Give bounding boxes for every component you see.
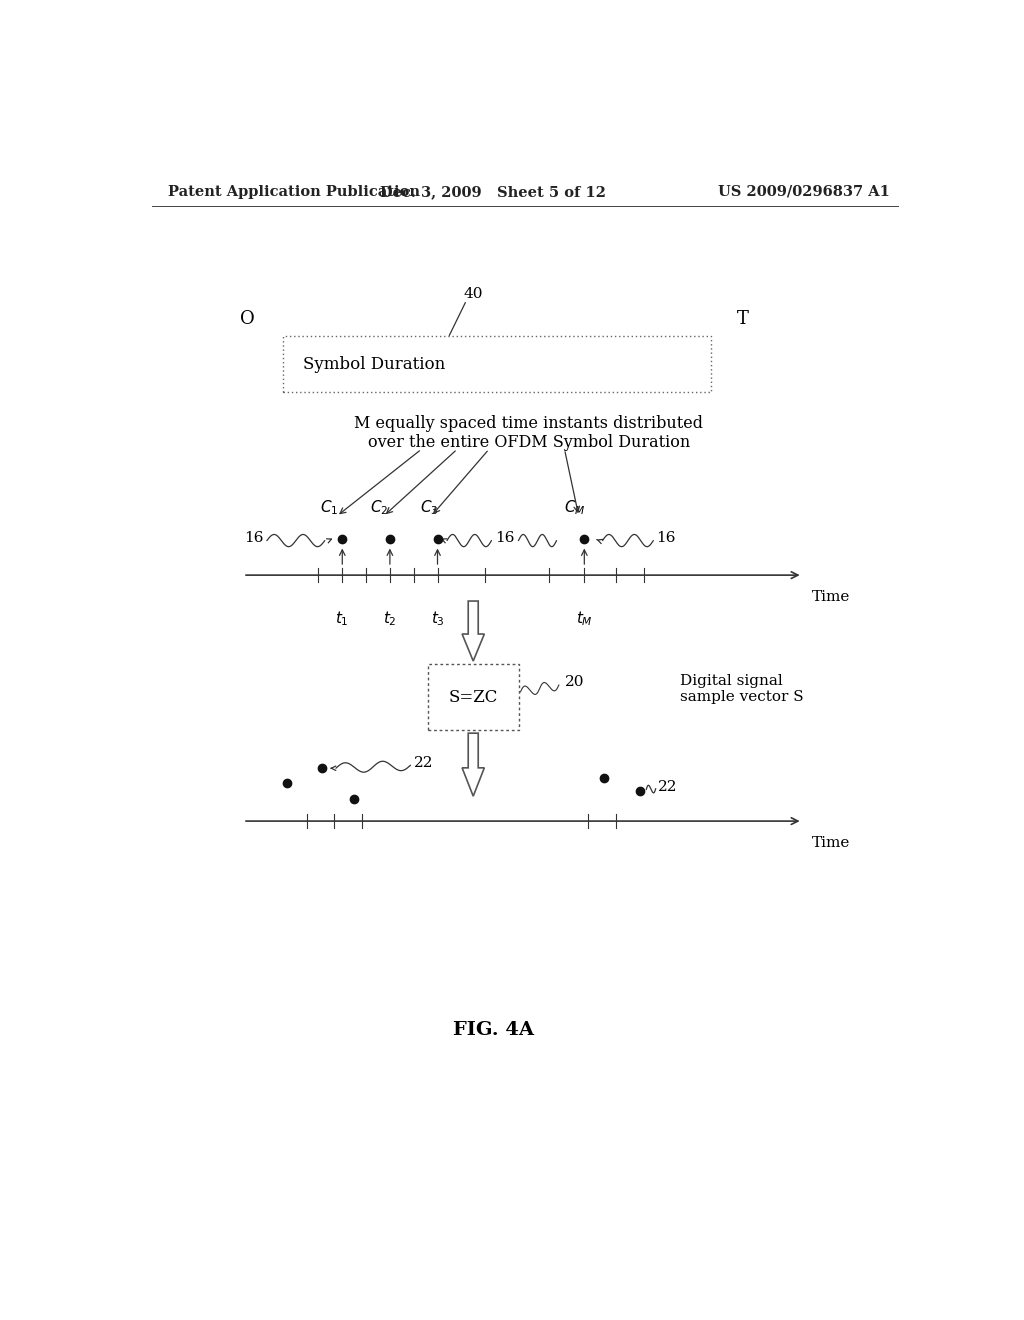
Text: $C_3$: $C_3$ [420, 499, 438, 517]
Text: 16: 16 [496, 531, 515, 545]
Text: Patent Application Publication: Patent Application Publication [168, 185, 420, 199]
Polygon shape [462, 601, 484, 661]
Text: $t_1$: $t_1$ [336, 610, 349, 628]
FancyBboxPatch shape [283, 337, 712, 392]
Text: T: T [737, 310, 749, 329]
Text: $C_1$: $C_1$ [321, 499, 339, 517]
Text: $t_2$: $t_2$ [383, 610, 396, 628]
Text: Time: Time [812, 837, 851, 850]
Text: O: O [240, 310, 254, 329]
FancyBboxPatch shape [428, 664, 519, 730]
Text: $C_2$: $C_2$ [371, 499, 389, 517]
Text: 20: 20 [564, 675, 584, 689]
Text: 40: 40 [464, 286, 483, 301]
Text: 22: 22 [414, 756, 433, 770]
Text: Digital signal
sample vector S: Digital signal sample vector S [680, 675, 803, 704]
Text: S=ZC: S=ZC [449, 689, 498, 706]
Text: FIG. 4A: FIG. 4A [453, 1022, 534, 1039]
Text: 16: 16 [656, 531, 676, 545]
Text: $C_M$: $C_M$ [564, 499, 586, 517]
Text: US 2009/0296837 A1: US 2009/0296837 A1 [718, 185, 890, 199]
Text: Symbol Duration: Symbol Duration [303, 355, 444, 372]
Text: 22: 22 [658, 780, 678, 793]
Text: Dec. 3, 2009   Sheet 5 of 12: Dec. 3, 2009 Sheet 5 of 12 [380, 185, 606, 199]
Text: 16: 16 [244, 531, 263, 545]
Text: Time: Time [812, 590, 851, 605]
Polygon shape [462, 733, 484, 796]
Text: $t_3$: $t_3$ [430, 610, 444, 628]
Text: $t_M$: $t_M$ [575, 610, 593, 628]
Text: M equally spaced time instants distributed
over the entire OFDM Symbol Duration: M equally spaced time instants distribut… [354, 414, 703, 451]
